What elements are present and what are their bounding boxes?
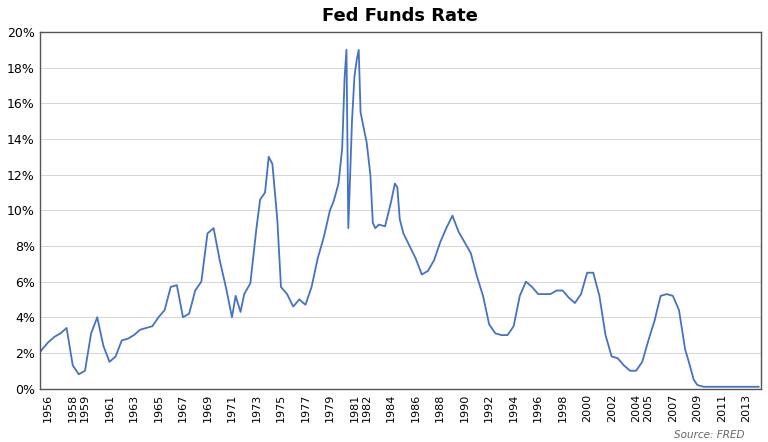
- Text: Source: FRED: Source: FRED: [674, 430, 745, 440]
- Title: Fed Funds Rate: Fed Funds Rate: [323, 7, 478, 25]
